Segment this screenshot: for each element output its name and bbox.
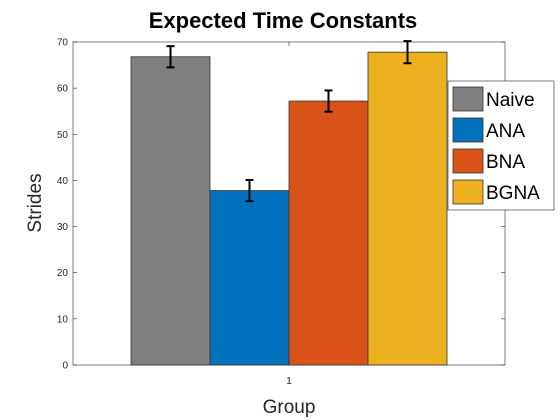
legend-swatch-bna	[452, 148, 484, 174]
legend-items: Naive ANA BNA BGNA	[452, 86, 540, 205]
y-tick-label: 40	[57, 176, 69, 187]
bar-ana	[209, 190, 290, 366]
legend-label-bna: BNA	[486, 152, 525, 173]
y-tick-label: 70	[57, 38, 69, 49]
x-axis-ticks: 1	[286, 42, 292, 387]
bar-bna	[288, 100, 369, 366]
x-axis-label: Group	[263, 397, 316, 418]
legend-swatch-bgna	[452, 179, 484, 205]
y-tick-label: 0	[62, 361, 68, 372]
y-axis-ticks: 0 10 20 30 40 50 60 70	[57, 38, 505, 372]
legend-label-naive: Naive	[486, 90, 535, 111]
y-tick-label: 20	[57, 268, 69, 279]
bars-layer	[130, 51, 448, 366]
y-tick-label: 30	[57, 222, 69, 233]
bar-naive	[130, 56, 211, 366]
legend-label-ana: ANA	[486, 121, 525, 142]
errorbars-layer	[166, 40, 412, 203]
legend-swatch-naive	[452, 86, 484, 112]
y-tick-label: 60	[57, 84, 69, 95]
bar-bgna	[367, 51, 448, 366]
legend-swatch-ana	[452, 117, 484, 143]
y-axis-label: Strides	[25, 173, 46, 232]
chart-title: Expected Time Constants	[149, 8, 418, 33]
x-tick-label: 1	[286, 376, 292, 387]
legend-label-bgna: BGNA	[486, 183, 540, 204]
y-tick-label: 10	[57, 314, 69, 325]
y-tick-label: 50	[57, 130, 69, 141]
legend: Naive ANA BNA BGNA	[447, 80, 555, 211]
